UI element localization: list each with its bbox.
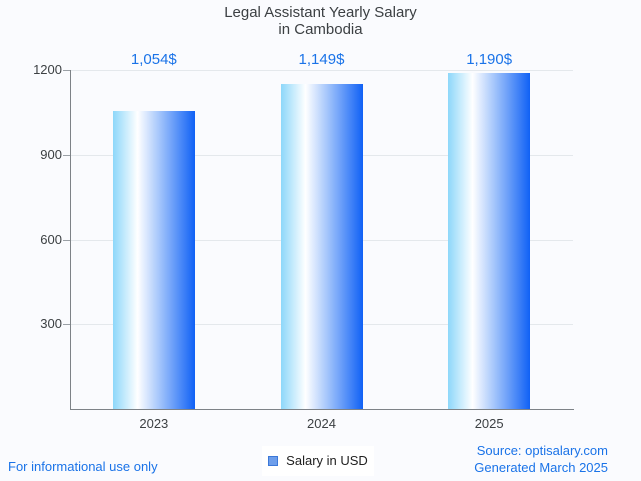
x-axis-category-label: 2024 <box>307 416 336 431</box>
disclaimer-text: For informational use only <box>8 459 158 474</box>
chart-title: Legal Assistant Yearly Salary in Cambodi… <box>0 4 641 38</box>
salary-bar <box>112 111 195 409</box>
legend-swatch-icon <box>268 456 279 466</box>
bar-value-label: 1,190$ <box>466 51 513 68</box>
y-axis-tick-label: 1200 <box>33 62 62 77</box>
source-line: Source: optisalary.com <box>476 443 608 458</box>
salary-bar <box>280 84 363 409</box>
y-axis-tick-label: 300 <box>40 316 62 332</box>
y-axis-tick <box>63 70 70 71</box>
y-axis-tick <box>63 154 70 156</box>
y-axis-line <box>70 70 71 409</box>
chart-legend: Salary in USD <box>262 446 374 476</box>
bar-value-label: 1,149$ <box>298 51 345 68</box>
salary-bar <box>448 72 531 409</box>
y-axis-tick <box>63 239 70 241</box>
generated-line: Generated March 2025 <box>474 460 608 475</box>
y-axis-tick-label: 900 <box>40 146 62 162</box>
x-axis-category-label: 2025 <box>474 416 504 431</box>
y-axis-tick <box>63 324 70 326</box>
x-axis-line <box>70 409 574 410</box>
x-axis-category-label: 2023 <box>139 416 169 431</box>
source-attribution: Source: optisalary.com Generated March 2… <box>474 442 608 476</box>
y-axis-tick-label: 600 <box>40 231 62 247</box>
legend-label: Salary in USD <box>286 453 368 468</box>
chart-title-line2: in Cambodia <box>278 21 363 38</box>
chart-title-line1: Legal Assistant Yearly Salary <box>224 4 417 21</box>
bar-value-label: 1,054$ <box>130 51 177 68</box>
y-gridline <box>71 70 573 71</box>
